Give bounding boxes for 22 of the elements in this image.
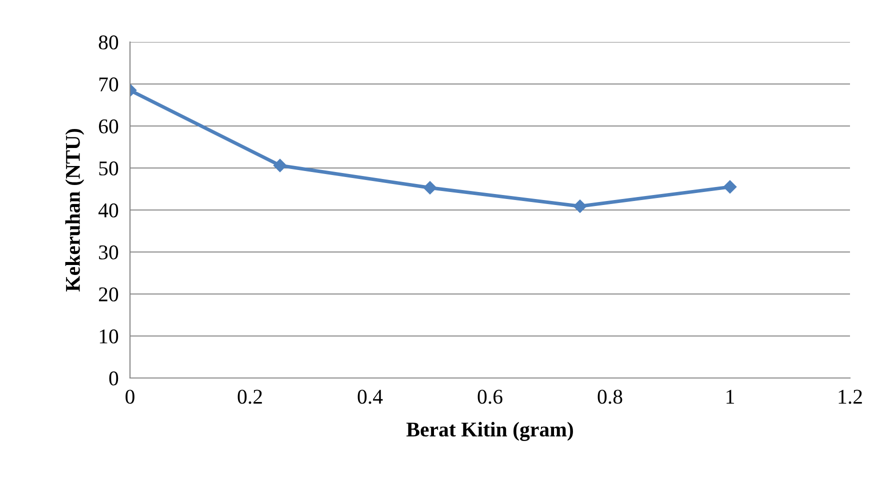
y-tick-label: 0 [109, 371, 118, 386]
y-tick-label: 60 [98, 119, 118, 134]
y-tick-label: 30 [99, 245, 118, 260]
y-tick-label: 10 [100, 329, 118, 344]
x-axis-title: Berat Kitin (gram) [406, 422, 573, 441]
point [573, 200, 587, 213]
point [723, 180, 737, 194]
x-tick-label: 0.6 [478, 390, 502, 404]
x-tick-label: 1.2 [838, 390, 862, 404]
y-tick-label: 70 [99, 77, 118, 92]
y-tick-label: 80 [98, 35, 118, 50]
x-tick-label: 0 [126, 390, 134, 404]
y-axis-title: Kekeruhan (NTU) [65, 129, 84, 292]
y-tick-label: 50 [99, 161, 118, 176]
y-tick-label: 40 [98, 203, 118, 218]
x-tick-label: 0.8 [598, 390, 622, 404]
x-tick-label: 1 [726, 390, 734, 404]
point [423, 181, 437, 194]
x-tick-label: 0.2 [238, 390, 262, 404]
y-tick-label: 20 [98, 287, 118, 302]
point [273, 158, 287, 172]
x-tick-label: 0.4 [358, 390, 383, 404]
